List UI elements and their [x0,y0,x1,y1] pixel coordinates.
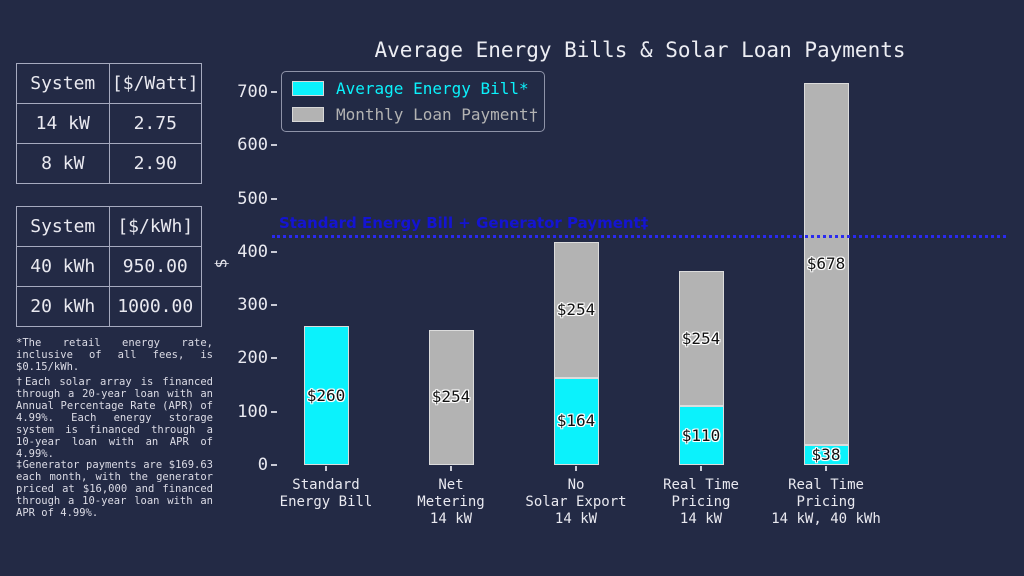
y-tick-mark [271,144,277,147]
table-cell: System [16,206,110,247]
bar-value-label: $254 [681,328,721,348]
legend-label-energy-bill: Average Energy Bill* [336,79,529,98]
bar-value-label: $678 [806,254,846,274]
footnote-loan-terms: †Each solar array is financed through a … [16,376,213,460]
table-cell: 1000.00 [108,286,202,327]
bar-value-label: $38 [811,444,841,464]
bar-segment [303,326,349,465]
y-tick-mark [271,410,277,413]
y-tick-label: 200 [237,348,268,369]
table-row: 40 kWh 950.00 [16,246,202,287]
reference-line-label: Standard Energy Bill + Generator Payment… [279,214,649,233]
table-cell: 8 kW [16,143,110,184]
table-row: 8 kW 2.90 [16,143,202,184]
cost-per-kwh-table: System [$/kWh] 40 kWh 950.00 20 kWh 1000.00 [16,206,202,327]
x-tick-mark [700,466,702,471]
data-table: System [$/Watt] 14 kW 2.75 8 kW 2.90 [16,63,202,184]
x-tick-label: Real Time Pricing 14 kW [663,477,739,527]
legend-label-loan-payment: Monthly Loan Payment† [336,105,539,124]
x-tick-mark [325,466,327,471]
table-row: 14 kW 2.75 [16,103,202,144]
y-tick-label: 0 [257,455,268,475]
table-cell: 2.90 [108,143,202,184]
footnote-retail-rate: *The retail energy rate, inclusive of al… [16,337,213,373]
y-tick-label: 400 [237,241,268,262]
table-cell: [$/Watt] [108,63,202,104]
bar-value-label: $110 [681,425,721,445]
data-table: System [$/kWh] 40 kWh 950.00 20 kWh 1000.00 [16,206,202,327]
table-cell: 40 kWh [16,246,110,287]
table-cell: System [16,63,110,104]
legend-swatch-energy-bill-icon [292,81,324,96]
table-cell: 20 kWh [16,286,110,327]
x-tick-mark [825,466,827,471]
reference-line [272,235,1006,239]
bar-segment [553,242,599,378]
bar-value-label: $254 [431,387,471,407]
bar-segment [678,271,724,407]
y-tick-mark [271,250,277,253]
cost-per-watt-table: System [$/Watt] 14 kW 2.75 8 kW 2.90 [16,63,202,184]
table-row: 20 kWh 1000.00 [16,286,202,327]
y-tick-label: 600 [237,135,268,156]
table-row: System [$/Watt] [16,63,202,104]
bar-segment [803,444,849,465]
legend-item-energy-bill: Average Energy Bill* [292,79,534,98]
footnote-generator: ‡Generator payments are $169.63 each mon… [16,459,213,519]
table-row: System [$/kWh] [16,206,202,247]
x-tick-mark [450,466,452,471]
y-tick-mark [271,91,277,93]
legend-swatch-loan-payment-icon [292,107,324,122]
x-tick-label: Real Time Pricing 14 kW, 40 kWh [771,477,881,527]
y-tick-label: 300 [237,295,268,316]
x-tick-label: Net Metering 14 kW [417,477,485,527]
y-tick-label: 700 [237,82,268,102]
bar-segment [803,83,849,445]
x-tick-label: No Solar Export 14 kW [525,477,627,527]
y-tick-mark [271,357,277,360]
table-cell: [$/kWh] [108,206,202,247]
chart-title: Average Energy Bills & Solar Loan Paymen… [374,38,906,62]
legend-item-loan-payment: Monthly Loan Payment† [292,105,538,124]
table-cell: 950.00 [108,246,202,287]
x-tick-label: Standard Energy Bill [279,477,373,510]
y-tick-label: 500 [237,188,268,209]
y-tick-mark [271,304,277,307]
bar-value-label: $164 [556,411,596,431]
y-tick-mark [271,464,277,466]
bar-segment [678,406,724,465]
bar-value-label: $254 [556,299,596,319]
x-tick-mark [575,466,577,471]
y-tick-label: 100 [237,401,268,422]
chart-legend: Average Energy Bill* Monthly Loan Paymen… [281,71,545,132]
table-cell: 14 kW [16,103,110,144]
table-cell: 2.75 [108,103,202,144]
bar-segment [553,377,599,465]
bar-segment [428,329,474,465]
bar-value-label: $260 [306,385,346,405]
y-tick-mark [271,197,277,200]
